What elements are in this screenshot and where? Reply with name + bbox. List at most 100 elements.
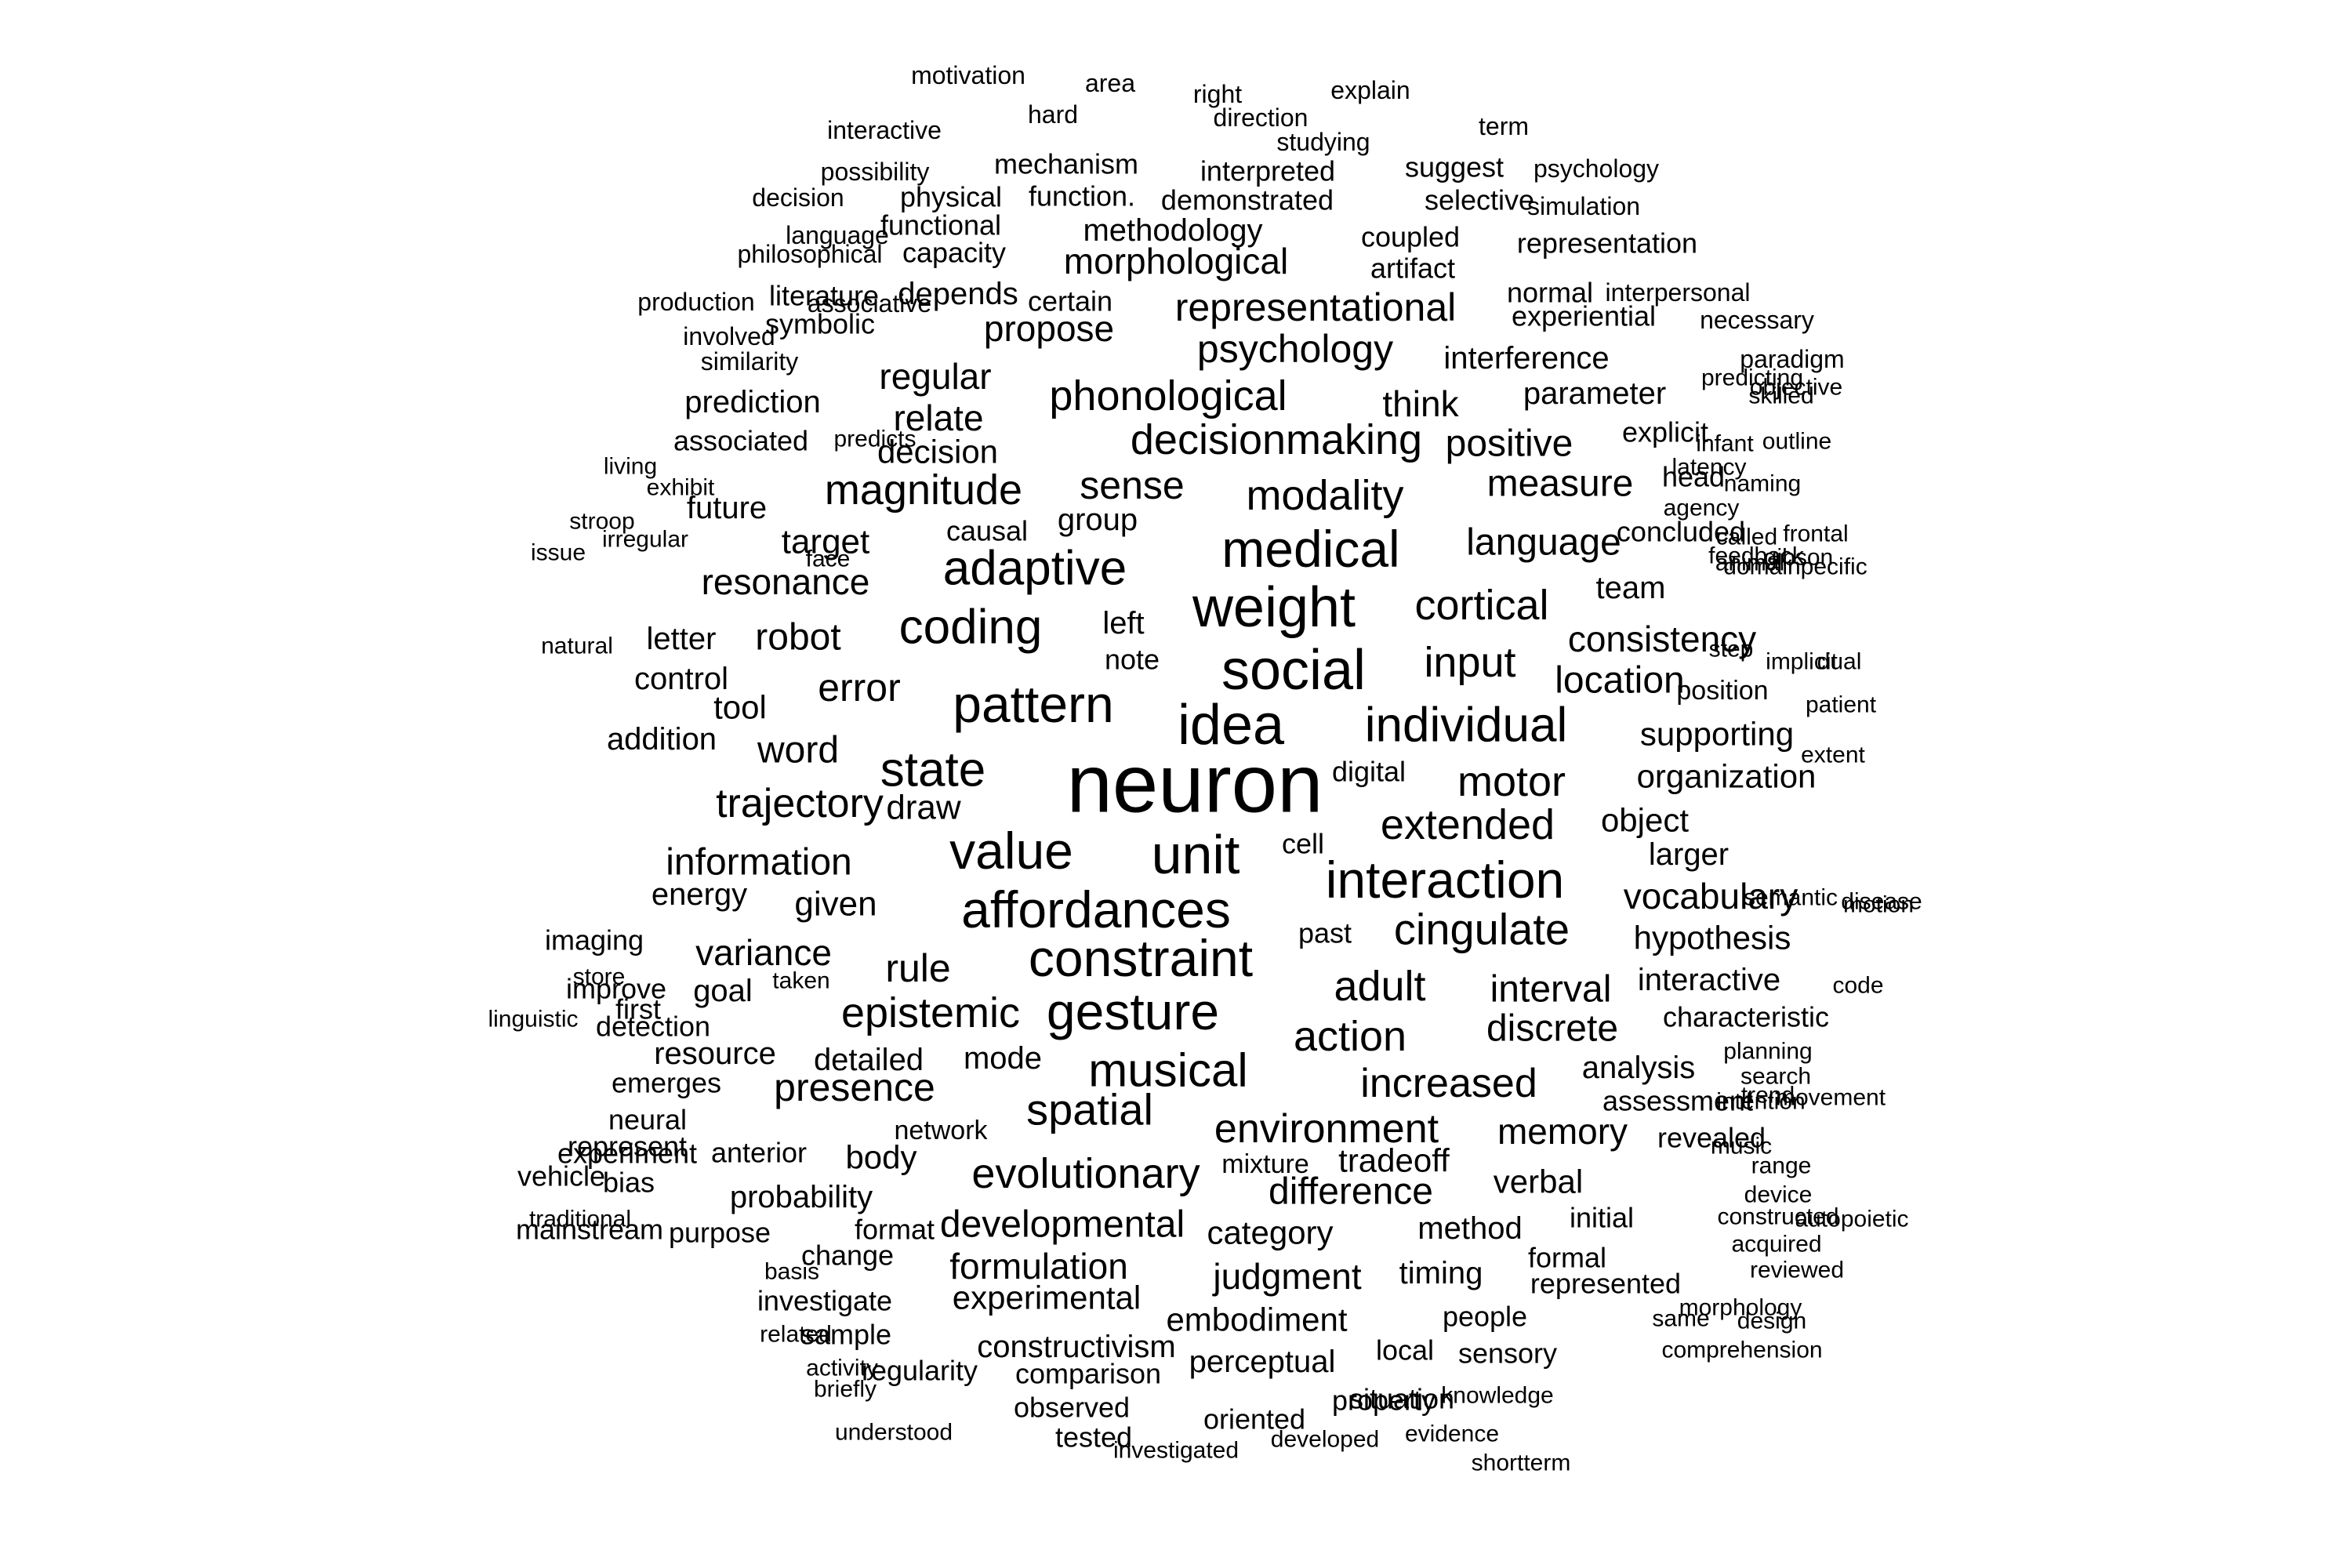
cloud-word: patient: [1806, 692, 1877, 718]
cloud-word: related: [760, 1322, 832, 1348]
cloud-word: irregular: [602, 527, 688, 553]
cloud-word: certain: [1028, 285, 1112, 318]
cloud-word: goal: [693, 974, 753, 1008]
cloud-word: control: [634, 662, 728, 696]
cloud-word: given: [794, 885, 877, 924]
cloud-word: formal: [1528, 1242, 1606, 1274]
cloud-word: infant: [1696, 431, 1754, 457]
cloud-word: past: [1298, 917, 1352, 949]
cloud-word: objective: [1750, 375, 1842, 401]
cloud-word: activity: [806, 1356, 878, 1381]
cloud-word: tool: [713, 689, 767, 726]
cloud-word: linguistic: [488, 1007, 578, 1033]
cloud-word: comprehension: [1661, 1338, 1822, 1363]
cloud-word: individual: [1365, 699, 1568, 753]
cloud-word: measure: [1487, 463, 1634, 505]
cloud-word: mechanism: [994, 148, 1138, 180]
cloud-word: capacity: [902, 237, 1006, 269]
cloud-word: animal: [1715, 550, 1784, 576]
cloud-word: selective: [1425, 184, 1534, 216]
cloud-word: pattern: [953, 675, 1113, 733]
cloud-word: robot: [755, 617, 840, 659]
cloud-word: extended: [1381, 801, 1555, 848]
cloud-word: living: [604, 454, 657, 480]
cloud-word: mode: [964, 1041, 1042, 1076]
cloud-word: resonance: [702, 561, 870, 602]
cloud-word: acquired: [1731, 1232, 1821, 1258]
cloud-word: term: [1479, 112, 1529, 140]
cloud-word: semantic: [1744, 885, 1838, 911]
cloud-word: code: [1832, 973, 1883, 999]
cloud-word: concluded: [1617, 516, 1745, 548]
cloud-word: first: [615, 993, 661, 1025]
cloud-word: represent: [568, 1131, 687, 1163]
cloud-word: store: [573, 964, 626, 990]
cloud-word: extent: [1801, 742, 1865, 768]
cloud-word: value: [949, 822, 1073, 880]
cloud-word: naming: [1724, 471, 1801, 497]
cloud-word: normal: [1507, 277, 1593, 309]
cloud-word: language: [786, 221, 889, 249]
cloud-word: constructivism: [977, 1330, 1175, 1364]
cloud-word: function.: [1029, 180, 1135, 212]
cloud-word: vehicle: [517, 1160, 605, 1192]
cloud-word: addition: [607, 722, 717, 757]
cloud-word: called: [1716, 524, 1777, 550]
cloud-word: positive: [1446, 423, 1573, 465]
cloud-word: physical: [900, 181, 1002, 213]
cloud-word: taken: [772, 968, 829, 994]
cloud-word: adaptive: [943, 542, 1127, 596]
cloud-word: face: [806, 546, 851, 572]
cloud-word: exhibit: [647, 475, 715, 501]
cloud-word: propose: [984, 308, 1114, 349]
cloud-word: decision: [877, 434, 998, 470]
cloud-word: imaging: [545, 924, 644, 956]
cloud-word: autopoietic: [1795, 1207, 1908, 1232]
cloud-word: unit: [1152, 824, 1240, 885]
cloud-word: direction: [1214, 103, 1308, 132]
cloud-word: rule: [885, 946, 950, 990]
cloud-word: right: [1193, 80, 1242, 108]
cloud-word: musical: [1088, 1044, 1247, 1097]
cloud-word: explain: [1330, 76, 1410, 104]
cloud-word: skilled: [1748, 383, 1813, 409]
cloud-word: possibility: [821, 158, 930, 186]
cloud-word: epistemic: [841, 989, 1020, 1036]
cloud-word: functional: [880, 209, 1001, 241]
cloud-word: format: [855, 1214, 935, 1246]
cloud-word: left: [1102, 606, 1144, 641]
cloud-word: information: [666, 842, 851, 884]
cloud-word: associative: [808, 289, 931, 318]
cloud-word: intention: [1716, 1089, 1805, 1115]
cloud-word: trend: [1741, 1083, 1795, 1109]
cloud-word: analysis: [1582, 1051, 1696, 1085]
cloud-word: neuron: [1067, 739, 1323, 830]
cloud-word: relate: [893, 397, 983, 438]
cloud-word: device: [1744, 1182, 1813, 1208]
cloud-word: language: [1466, 522, 1621, 564]
cloud-word: property: [1332, 1385, 1436, 1417]
cloud-word: implicit: [1766, 649, 1838, 675]
cloud-word: action: [1294, 1013, 1406, 1060]
cloud-word: anterior: [711, 1137, 807, 1169]
cloud-word: psychology: [1197, 327, 1393, 371]
cloud-word: range: [1751, 1153, 1812, 1179]
cloud-word: local: [1376, 1334, 1434, 1367]
cloud-word: trajectory: [716, 781, 884, 826]
cloud-word: suggest: [1405, 151, 1504, 183]
cloud-word: same: [1652, 1306, 1709, 1332]
cloud-word: planning: [1723, 1039, 1812, 1065]
cloud-word: probability: [730, 1180, 873, 1214]
cloud-word: memory: [1497, 1111, 1628, 1152]
cloud-word: medical: [1221, 520, 1399, 578]
cloud-word: interpreted: [1200, 155, 1335, 187]
cloud-word: input: [1424, 639, 1515, 686]
cloud-word: domainpecific: [1723, 554, 1867, 580]
cloud-word: detection: [596, 1011, 710, 1043]
cloud-word: think: [1382, 383, 1459, 424]
cloud-word: prediction: [684, 385, 820, 419]
cloud-word: regularity: [862, 1355, 978, 1387]
cloud-word: experiment: [557, 1138, 697, 1170]
cloud-word: simulation: [1527, 192, 1640, 220]
